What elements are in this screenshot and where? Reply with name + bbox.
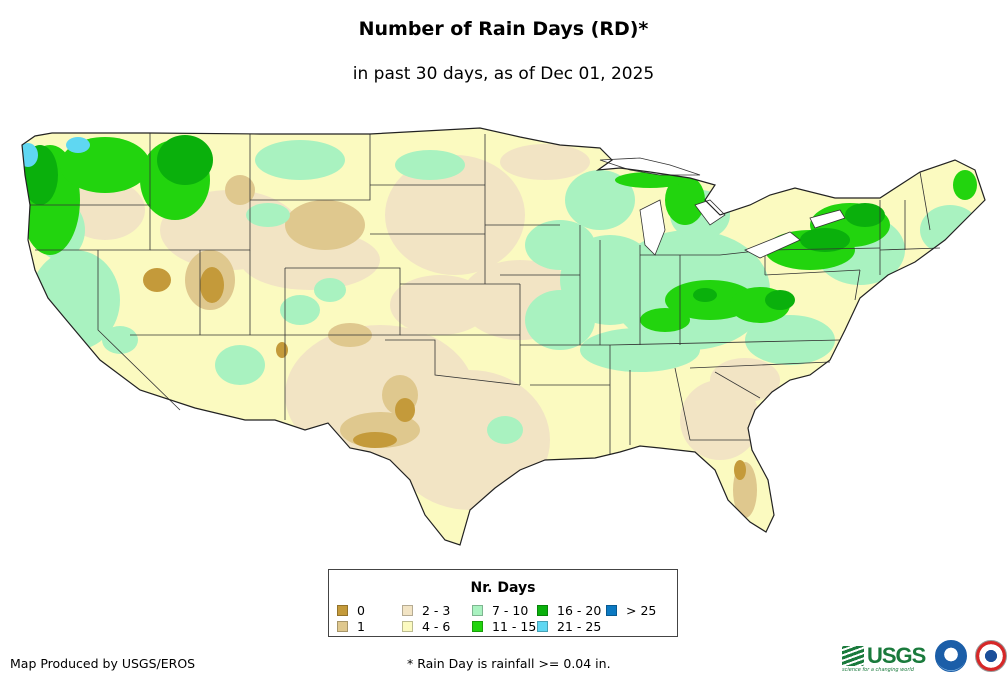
legend-swatch — [537, 605, 548, 616]
legend-item-gt-25: > 25 — [606, 603, 656, 618]
footnote-text: * Rain Day is rainfall >= 0.04 in. — [407, 656, 611, 671]
rd-16-20-areas — [22, 135, 885, 310]
credit-text: Map Produced by USGS/EROS — [10, 656, 196, 671]
legend-item-7-10: 7 - 10 — [472, 603, 528, 618]
agency-logos: USGS science for a changing world — [842, 640, 1007, 673]
legend-item-4-6: 4 - 6 — [402, 619, 450, 634]
legend-label: 4 - 6 — [422, 619, 451, 634]
legend: Nr. Days 0 1 2 - 3 4 - 6 7 - 10 11 - 15 … — [328, 569, 678, 637]
legend-label: 21 - 25 — [557, 619, 602, 634]
legend-item-16-20: 16 - 20 — [537, 603, 601, 618]
legend-swatch — [402, 605, 413, 616]
rain-days-map — [21, 127, 986, 546]
legend-swatch — [537, 621, 548, 632]
usgs-logo-text: USGS — [867, 643, 926, 668]
legend-item-2-3: 2 - 3 — [402, 603, 450, 618]
legend-label: 0 — [357, 603, 365, 618]
state-borders — [30, 133, 941, 455]
legend-item-0: 0 — [337, 603, 365, 618]
rd-0-areas — [143, 267, 746, 480]
legend-item-11-15: 11 - 15 — [472, 619, 536, 634]
legend-swatch — [606, 605, 617, 616]
map-subtitle: in past 30 days, as of Dec 01, 2025 — [352, 64, 655, 84]
usgs-mark-icon — [842, 646, 864, 666]
nws-logo-icon — [975, 640, 1007, 672]
usgs-tagline: science for a changing world — [842, 667, 914, 673]
legend-label: > 25 — [626, 603, 657, 618]
legend-swatch — [337, 621, 348, 632]
legend-title: Nr. Days — [470, 580, 536, 596]
legend-label: 16 - 20 — [557, 603, 602, 618]
legend-label: 7 - 10 — [492, 603, 529, 618]
legend-swatch — [337, 605, 348, 616]
legend-swatch — [472, 621, 483, 632]
legend-label: 2 - 3 — [422, 603, 451, 618]
noaa-logo-icon — [935, 640, 968, 672]
map-title: Number of Rain Days (RD)* — [358, 18, 649, 40]
legend-label: 11 - 15 — [492, 619, 537, 634]
legend-item-1: 1 — [337, 619, 365, 634]
legend-label: 1 — [357, 619, 365, 634]
legend-swatch — [402, 621, 413, 632]
legend-swatch — [472, 605, 483, 616]
great-lakes — [599, 157, 846, 259]
legend-item-21-25: 21 - 25 — [537, 619, 601, 634]
usgs-logo: USGS science for a changing world — [842, 643, 926, 673]
